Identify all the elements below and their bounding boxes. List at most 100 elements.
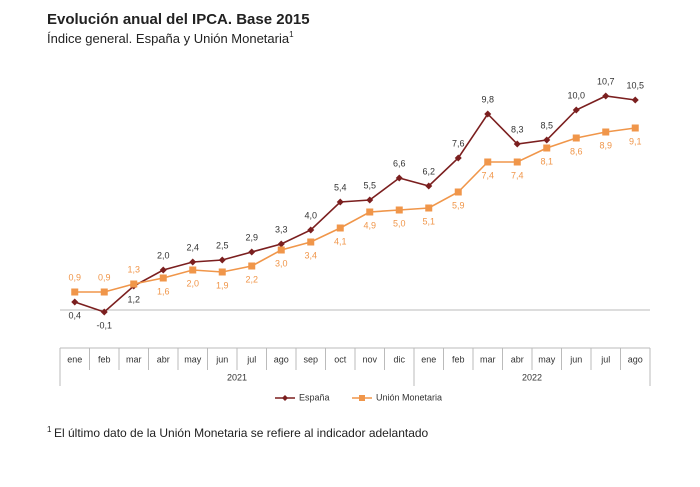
point-marker (572, 134, 580, 142)
data-label: 8,1 (540, 156, 553, 166)
data-label: 2,5 (216, 240, 229, 250)
point-marker (71, 288, 79, 296)
data-label: 8,3 (511, 124, 524, 134)
data-label: 9,8 (481, 94, 494, 104)
data-label: 5,0 (393, 218, 406, 228)
data-label: 9,1 (629, 136, 642, 146)
x-tick-label: jun (569, 354, 582, 364)
legend-marker (359, 395, 365, 401)
x-group-label: 2022 (522, 372, 542, 382)
point-marker (100, 288, 108, 296)
point-marker (602, 128, 610, 136)
data-label: 2,9 (245, 232, 258, 242)
point-marker (543, 144, 551, 152)
data-label: 10,7 (597, 76, 615, 86)
data-label: 5,4 (334, 182, 347, 192)
data-label: 8,6 (570, 146, 583, 156)
data-label: 5,5 (363, 180, 376, 190)
point-marker (189, 258, 197, 266)
x-tick-label: ago (628, 354, 643, 364)
data-label: 8,9 (599, 140, 612, 150)
point-marker (307, 238, 315, 246)
data-label: 3,0 (275, 258, 288, 268)
data-label: 4,9 (363, 220, 376, 230)
x-tick-label: ene (421, 354, 436, 364)
point-marker (218, 268, 226, 276)
data-label: 8,5 (540, 120, 553, 130)
x-tick-label: jun (215, 354, 228, 364)
data-label: 1,6 (157, 286, 170, 296)
data-label: 2,2 (245, 274, 258, 284)
data-label: 6,6 (393, 158, 406, 168)
legend-label: Unión Monetaria (376, 392, 442, 402)
point-marker (484, 110, 492, 118)
chart-subtitle: Índice general. España y Unión Monetaria… (47, 30, 294, 46)
point-marker (336, 224, 344, 232)
data-label: 2,0 (186, 278, 199, 288)
data-label: 0,4 (68, 310, 81, 320)
data-label: 5,1 (422, 216, 435, 226)
x-tick-label: ene (67, 354, 82, 364)
footnote-marker: 1 (47, 425, 52, 434)
series-line (74, 127, 636, 293)
point-marker (189, 266, 197, 274)
point-marker (130, 280, 138, 288)
data-label: 4,0 (304, 210, 317, 220)
data-label: 6,2 (422, 166, 435, 176)
point-marker (336, 198, 344, 206)
point-marker (425, 204, 433, 212)
data-label: 1,3 (127, 264, 140, 274)
subtitle-note: 1 (289, 30, 294, 39)
point-marker (395, 206, 403, 214)
footnote: El último dato de la Unión Monetaria se … (54, 426, 429, 440)
point-marker (159, 274, 167, 282)
data-label: 5,9 (452, 200, 465, 210)
point-marker (602, 92, 610, 100)
point-marker (631, 124, 639, 132)
x-group-label: 2021 (227, 372, 247, 382)
data-label: 4,1 (334, 236, 347, 246)
data-label: 1,2 (127, 294, 140, 304)
point-marker (277, 246, 285, 254)
data-label: 2,0 (157, 250, 170, 260)
x-tick-label: sep (303, 354, 318, 364)
chart-title: Evolución anual del IPCA. Base 2015 (47, 11, 310, 28)
point-marker (277, 240, 285, 248)
point-marker (484, 158, 492, 166)
point-marker (71, 298, 79, 306)
x-tick-label: ago (274, 354, 289, 364)
point-marker (366, 208, 374, 216)
point-marker (513, 140, 521, 148)
point-marker (366, 196, 374, 204)
x-tick-label: mar (126, 354, 142, 364)
point-marker (572, 106, 580, 114)
point-marker (543, 136, 551, 144)
point-marker (395, 174, 403, 182)
point-marker (248, 248, 256, 256)
data-label: 7,4 (511, 170, 524, 180)
point-marker (631, 96, 639, 104)
data-label: 10,5 (626, 80, 644, 90)
point-marker (454, 154, 462, 162)
data-label: 1,9 (216, 280, 229, 290)
point-marker (454, 188, 462, 196)
x-tick-label: dic (393, 354, 405, 364)
data-label: 10,0 (567, 90, 585, 100)
point-marker (248, 262, 256, 270)
x-tick-label: abr (157, 354, 170, 364)
point-marker (307, 226, 315, 234)
x-tick-label: may (538, 354, 556, 364)
x-tick-label: mar (480, 354, 496, 364)
series-line (74, 95, 636, 313)
data-label: 0,9 (98, 272, 111, 282)
data-label: 0,9 (68, 272, 81, 282)
legend-label: España (299, 392, 330, 402)
data-label: 7,6 (452, 138, 465, 148)
x-tick-label: oct (334, 354, 347, 364)
data-label: 3,4 (304, 250, 317, 260)
point-marker (159, 266, 167, 274)
data-label: -0,1 (96, 320, 112, 330)
point-marker (100, 308, 108, 316)
x-tick-label: abr (511, 354, 524, 364)
